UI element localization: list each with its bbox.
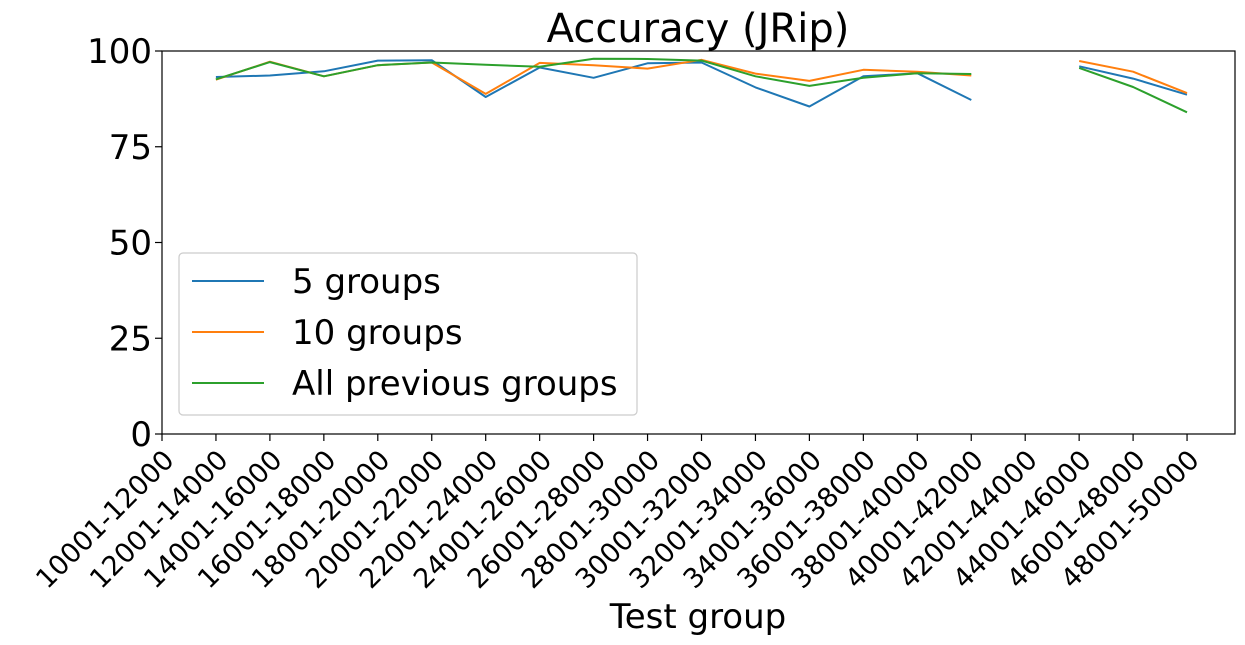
y-tick-label: 25 bbox=[109, 319, 152, 359]
y-tick-label: 100 bbox=[87, 32, 152, 72]
y-tick-label: 0 bbox=[130, 415, 152, 455]
series-line bbox=[215, 57, 1188, 114]
y-tick-label: 75 bbox=[109, 128, 152, 168]
x-axis: 10001-1200012001-1400014001-1600016001-1… bbox=[30, 434, 1206, 595]
x-axis-label: Test group bbox=[609, 597, 787, 637]
series-line bbox=[215, 59, 1188, 108]
legend-label: 5 groups bbox=[292, 262, 441, 302]
y-axis: 0 25 50 75 100 bbox=[87, 32, 162, 455]
legend: 5 groups 10 groups All previous groups bbox=[178, 252, 638, 416]
series-line bbox=[215, 58, 1188, 95]
chart-title: Accuracy (JRip) bbox=[547, 6, 850, 52]
legend-box bbox=[178, 252, 638, 416]
legend-label: All previous groups bbox=[292, 364, 618, 404]
y-tick-label: 50 bbox=[109, 224, 152, 264]
legend-label: 10 groups bbox=[292, 313, 463, 353]
series-lines bbox=[215, 57, 1188, 114]
